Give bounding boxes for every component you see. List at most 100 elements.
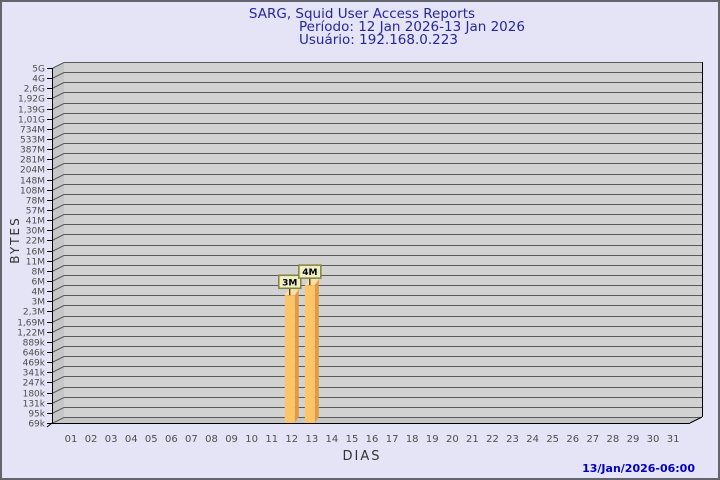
x-tick-label: 24 [526,434,539,445]
x-tick-label: 03 [105,434,118,445]
x-tick-label: 23 [506,434,519,445]
x-tick-label: 21 [466,434,479,445]
y-tick-label: 2,3M [23,308,45,318]
gridline-depth [51,62,65,69]
x-tick-label: 11 [265,434,278,445]
x-tick-label: 09 [225,434,238,445]
gridline-depth [51,397,65,404]
annotation-box-day-13 [298,264,322,279]
y-tick-label: 247k [23,379,46,389]
y-tick-label: 469k [23,359,46,369]
bar-top-face [304,279,319,286]
y-tick-label: 4G [32,75,45,85]
gridline-depth [51,72,65,79]
x-tick-label: 06 [165,434,178,445]
y-tick-label: 2,6G [24,85,45,95]
chart-user-subtitle: Usuário: 192.168.0.223 [299,32,458,48]
gridline-depth [51,275,65,282]
gridline-depth [51,153,65,160]
x-tick-label: 01 [65,434,78,445]
gridline-depth [51,214,65,221]
gridline-depth [51,356,65,363]
gridline-depth [51,143,65,150]
generated-timestamp: 13/Jan/2026-06:00 [582,462,695,475]
y-tick-label: 1,22M [17,329,45,339]
gridline-depth [51,417,65,424]
annotation-value: 4M [302,268,317,278]
y-tick-label: 131k [23,400,46,410]
floor-right-edge [689,416,703,424]
x-tick-label: 31 [667,434,680,445]
annotation-box-day-12 [278,274,302,290]
y-tick-label: 8M [32,268,46,278]
origin-tick [46,422,53,428]
x-tick-label: 08 [205,434,218,445]
y-tick-label: 41M [26,217,45,227]
gridline-depth [51,305,65,312]
x-tick-label: 25 [546,434,559,445]
y-tick-label: 180k [23,390,46,400]
gridline-depth [51,184,65,191]
bar-top-face [284,289,299,296]
y-tick-label: 889k [23,339,46,349]
x-tick-label: 26 [566,434,579,445]
x-tick-label: 14 [326,434,339,445]
x-tick-label: 10 [245,434,258,445]
y-tick-label: 1,39G [18,106,45,116]
y-tick-label: 1,92G [18,95,45,105]
gridline-depth [51,174,65,181]
y-tick-label: 1,01G [18,116,45,126]
x-tick-label: 04 [125,434,138,445]
gridline-depth [51,204,65,211]
gridline-depth [51,376,65,383]
x-tick-label: 22 [486,434,499,445]
y-tick-label: 646k [23,349,46,359]
bar-day-13 [304,285,315,423]
gridline-depth [51,316,65,323]
gridline-depth [51,245,65,252]
y-tick-label: 57M [26,207,45,217]
x-tick-label: 07 [185,434,198,445]
annotation-value: 3M [282,278,297,288]
bar-side-face [314,279,319,423]
bar-side-face [294,289,299,423]
x-tick-label: 05 [145,434,158,445]
gridline-depth [51,295,65,302]
gridline-depth [51,336,65,343]
y-tick-label: 204M [20,166,45,176]
x-tick-label: 16 [366,434,379,445]
y-tick-label: 341k [23,369,46,379]
x-tick-label: 30 [647,434,660,445]
gridline-depth [51,113,65,120]
x-tick-label: 20 [446,434,459,445]
gridline-depth [51,407,65,414]
gridline-depth [51,387,65,394]
x-axis-title: DIAS [342,449,382,464]
y-tick-label: 6M [32,278,46,288]
gridline-depth [51,366,65,373]
chart-title: SARG, Squid User Access Reports [248,6,476,22]
x-tick-label: 12 [285,434,298,445]
y-tick-label: 22M [26,237,45,247]
y-tick-label: 148M [20,177,45,187]
x-tick-label: 15 [346,434,359,445]
gridline-depth [51,92,65,99]
y-tick-label: 5G [32,65,45,75]
plot-area [64,62,702,417]
x-tick-label: 18 [406,434,419,445]
gridline-depth [51,255,65,262]
gridline-depth [51,103,65,110]
x-tick-label: 19 [426,434,439,445]
y-tick-label: 4M [32,288,46,298]
x-tick-label: 28 [607,434,620,445]
gridline-depth [51,194,65,201]
y-tick-label: 78M [26,197,45,207]
gridline-depth [51,123,65,130]
x-tick-label: 17 [386,434,399,445]
x-tick-label: 02 [85,434,98,445]
gridline-depth [51,163,65,170]
x-tick-label: 29 [627,434,640,445]
x-tick-label: 27 [586,434,599,445]
gridline-depth [51,224,65,231]
